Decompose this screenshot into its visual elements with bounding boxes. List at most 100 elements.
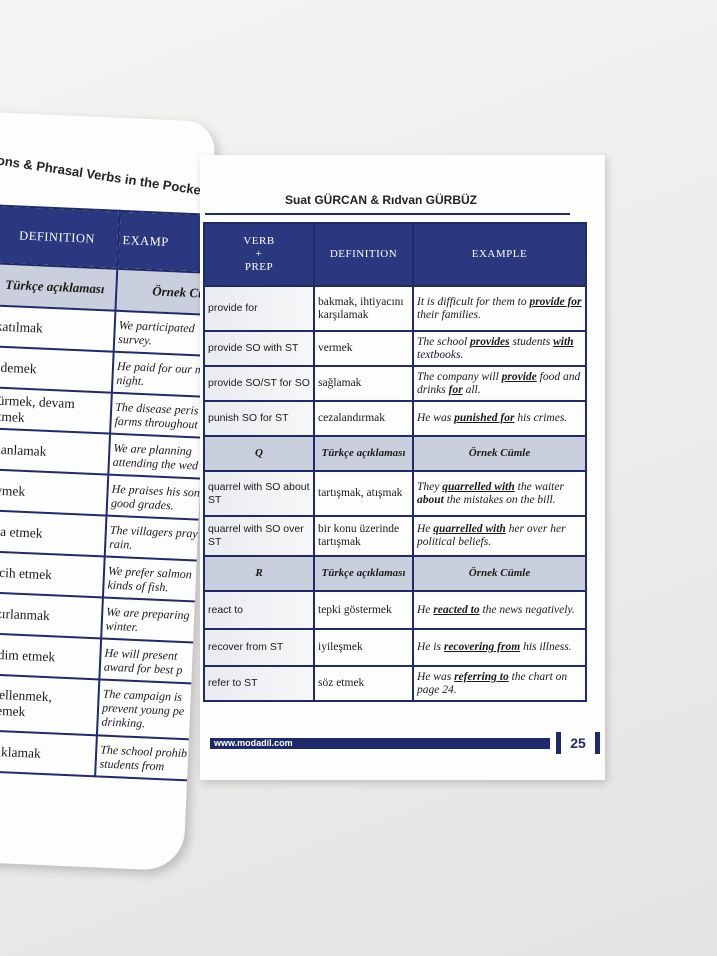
header-cell: DEFINITION [313,222,414,287]
example: He reacted to the news negatively. [412,590,587,630]
entry-row: provide SO/ST for SO sağlamak The company … [203,365,587,402]
definition: tartışmak, atışmak [313,470,414,517]
entry-row: quarrel with SO over ST bir konu üzerinde… [203,515,587,557]
text-line: survey. [117,331,153,347]
header-rule [205,213,570,215]
text-line: farms throughout [114,413,199,431]
header-cell: EXAMPLE [412,222,587,287]
authors: Suat GÜRCAN & Rıdvan GÜRBÜZ [285,193,478,207]
definition: katılmak [0,305,116,352]
definition: iyileşmek [313,628,414,667]
emphasis: provides [470,335,510,348]
text-line: night. [116,372,145,388]
entry-row: provide SO with ST vermek The school provi… [203,330,587,367]
text-line: rain. [109,536,133,552]
verb: refer to ST [203,665,315,702]
text-line: PREP [244,261,274,273]
text: He was [417,670,455,683]
header-row: VERB + PREP DEFINITION EXAMPLE [203,222,587,287]
text: The company will [417,370,502,383]
definition: yasaklamak [0,729,97,777]
text: their families. [417,308,481,321]
section-row: R Türkçe açıklaması Örnek Cümle [203,555,587,592]
text: He [417,603,434,616]
text-line: drinking. [101,714,146,731]
definition: ödemek [0,346,114,393]
definition: engellenmek, önlemek [0,674,100,736]
definition: hazırlanmak [0,592,103,639]
text-line: VERB [243,235,275,247]
text: He [417,523,434,535]
text: food and drinks [417,370,581,396]
text-line: award for best p [103,659,183,677]
example: The school provides students with textbo… [412,330,587,367]
text: his crimes. [514,412,568,424]
section-definition: Türkçe açıklaması [313,555,414,592]
entry-row: punish SO for ST cezalandırmak He was puni… [203,400,587,437]
entry-row: refer to ST söz etmek He was referring to … [203,665,587,702]
example: The school prohib students from [95,735,216,782]
definition: takdim etmek [0,633,102,680]
emphasis: reacted to [433,603,480,616]
section-letter: R [203,555,315,592]
emphasis: provide for [529,295,582,308]
text: the mistakes on the bill. [443,493,556,506]
example: He was punished for his crimes. [412,400,587,437]
right-page: Suat GÜRCAN & Rıdvan GÜRBÜZ www.modadil.… [200,155,605,780]
section-example: Örnek Cümle [412,555,587,592]
example: He was referring to the chart on page 24… [412,665,587,702]
text: students [509,335,554,348]
page-number: 25 [556,732,600,754]
emphasis: referring to [454,670,509,683]
text: the news negatively. [479,603,575,616]
emphasis: punished for [454,412,515,424]
entry-row: quarrel with SO about ST tartışmak, atışm… [203,470,587,517]
definition: tepki göstermek [313,590,414,630]
definition: sürmek, devam etmek [0,387,112,434]
example: They quarrelled with the waiter about th… [412,470,587,517]
example: We prefer salmon kinds of fish. [102,556,216,603]
text: textbooks. [417,348,464,361]
running-title: ons & Phrasal Verbs in the Pocket [0,152,207,199]
footer-bar [210,738,550,749]
footer-url: www.modadil.com [214,738,293,748]
text-line: kinds of fish. [107,577,169,594]
header-cell: VERB + PREP [203,222,315,287]
verb: quarrel with SO about ST [203,470,315,517]
text: They [417,480,443,493]
emphasis: quarrelled with [442,480,515,493]
header-cell: DEFINITION [0,205,120,269]
example: He quarrelled with her over her politica… [412,515,587,557]
verb: react to [203,590,315,630]
example: It is difficult for them to provide for … [412,285,587,332]
example: The campaign is prevent young pe drinking. [96,679,216,741]
bold-word: about [417,493,444,506]
verb: quarrel with SO over ST [203,515,315,557]
text: the waiter [514,480,564,493]
section-definition: Türkçe açıklaması [313,435,414,472]
example: He will present award for best p [99,638,216,685]
emphasis: provide [501,370,537,383]
text: It is difficult for them to [417,295,530,308]
left-table: DEFINITION EXAMP Türkçe açıklaması Örnek Cü… [0,204,216,783]
verb: punish SO for ST [203,400,315,437]
text-line: + [255,248,263,260]
text: the chart on page 24. [417,670,568,696]
text-line: winter. [105,618,139,634]
text: The school [417,335,471,348]
verb: recover from ST [203,628,315,667]
header-row: DEFINITION EXAMP [0,205,216,275]
section-letter: Q [203,435,315,472]
entry-row: react to tepki göstermek He reacted to the… [203,590,587,630]
subheader-cell: Türkçe açıklaması [0,263,118,311]
entry-row: engellenmek, önlemek The campaign is preve… [0,674,216,741]
text: her over her political beliefs. [417,523,566,548]
text: all. [462,383,481,396]
example: We are preparing winter. [101,597,216,644]
definition: övmek [0,469,109,516]
definition: dua etmek [0,510,107,557]
example: He is recovering from his illness. [412,628,587,667]
section-row: Q Türkçe açıklaması Örnek Cümle [203,435,587,472]
emphasis: for [448,383,463,396]
